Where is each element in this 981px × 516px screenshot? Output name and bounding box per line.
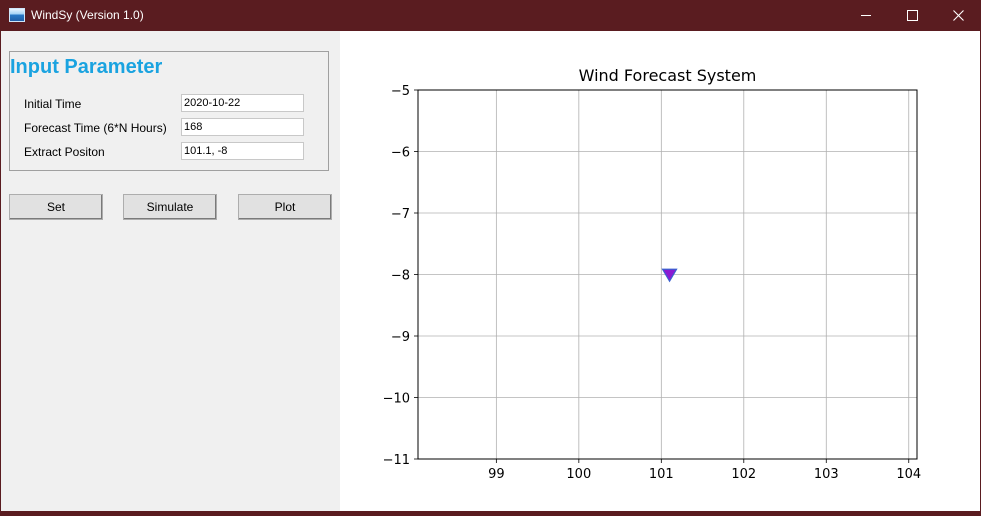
close-icon [952, 10, 964, 21]
title-bar[interactable]: WindSy (Version 1.0) [0, 0, 981, 31]
maximize-button[interactable] [889, 0, 935, 31]
extract-position-input[interactable] [181, 142, 304, 160]
x-tick-label: 101 [649, 467, 674, 482]
y-tick-label: −8 [391, 269, 410, 284]
close-button[interactable] [935, 0, 981, 31]
x-tick-label: 104 [896, 467, 921, 482]
input-parameter-heading: Input Parameter [10, 56, 163, 78]
plot-canvas[interactable]: 99 100 101 102 103 104 −5 −6 −7 −8 −9 −10 −11 Wind … [340, 31, 980, 511]
initial-time-input[interactable] [181, 94, 304, 112]
window-title: WindSy (Version 1.0) [31, 8, 144, 22]
x-tick-label: 102 [731, 467, 756, 482]
initial-time-label: Initial Time [24, 97, 82, 111]
forecast-time-label: Forecast Time (6*N Hours) [24, 121, 167, 135]
set-button[interactable]: Set [9, 194, 103, 220]
forecast-time-input[interactable] [181, 118, 304, 136]
x-tick-label: 99 [488, 467, 505, 482]
x-axis: 99 100 101 102 103 104 [488, 459, 921, 482]
minimize-icon [861, 15, 871, 16]
client-area: Input Parameter Initial Time Forecast Ti… [1, 31, 980, 511]
wind-forecast-chart: 99 100 101 102 103 104 −5 −6 −7 −8 −9 −10 −11 Wind … [383, 66, 922, 482]
data-point [661, 268, 678, 283]
simulate-button[interactable]: Simulate [123, 194, 217, 220]
y-tick-label: −5 [391, 84, 410, 99]
extract-position-label: Extract Positon [24, 145, 105, 159]
x-tick-label: 103 [814, 467, 839, 482]
minimize-button[interactable] [843, 0, 889, 31]
input-parameter-group [9, 51, 329, 171]
y-axis: −5 −6 −7 −8 −9 −10 −11 [383, 84, 418, 468]
y-tick-label: −7 [391, 207, 410, 222]
plot-button[interactable]: Plot [238, 194, 332, 220]
x-tick-label: 100 [566, 467, 591, 482]
y-tick-label: −11 [383, 453, 410, 468]
chart-points [661, 268, 678, 283]
y-tick-label: −6 [391, 146, 410, 161]
y-tick-label: −9 [391, 330, 410, 345]
app-icon [9, 8, 25, 22]
parameter-panel: Input Parameter Initial Time Forecast Ti… [1, 31, 340, 511]
y-tick-label: −10 [383, 392, 410, 407]
maximize-icon [906, 10, 918, 21]
chart-title: Wind Forecast System [579, 66, 757, 85]
